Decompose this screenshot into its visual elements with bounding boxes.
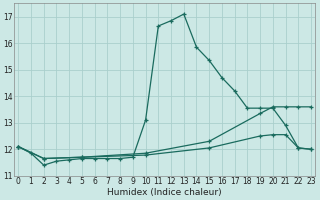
X-axis label: Humidex (Indice chaleur): Humidex (Indice chaleur) [108,188,222,197]
